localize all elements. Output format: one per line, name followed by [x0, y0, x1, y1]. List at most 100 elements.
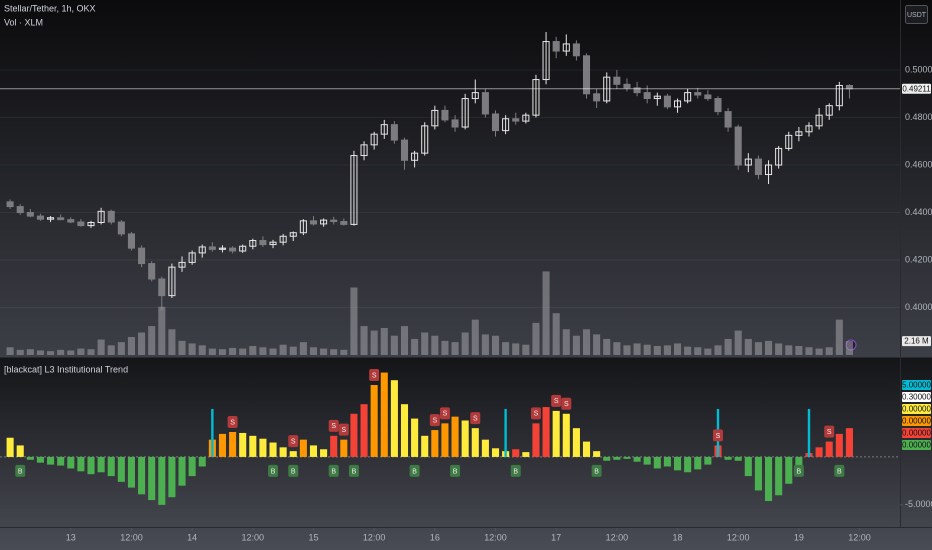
- value-chip-label: 0.00000: [902, 429, 931, 438]
- bar: [623, 456, 631, 459]
- bar: [724, 338, 732, 355]
- buy-marker: [834, 464, 845, 477]
- candle-body: [471, 92, 479, 100]
- bar: [198, 345, 206, 355]
- bar: [613, 342, 621, 355]
- candle-body: [117, 221, 125, 235]
- candle-body: [542, 41, 550, 81]
- value-chip-label: 0.30000: [902, 393, 931, 402]
- bar: [825, 441, 833, 457]
- sell-marker: [551, 394, 562, 407]
- bar: [663, 456, 671, 467]
- candle-body: [431, 109, 439, 127]
- bar: [370, 385, 378, 457]
- candle-body: [562, 43, 570, 52]
- candle-body: [360, 144, 368, 157]
- buy-marker-label: B: [594, 468, 599, 475]
- bar: [593, 334, 601, 355]
- bar: [694, 456, 702, 470]
- bar: [87, 456, 95, 475]
- bar: [340, 439, 348, 457]
- bar: [158, 456, 166, 505]
- sell-marker: [429, 414, 440, 427]
- value-chip-label: 5.00000: [902, 381, 931, 390]
- bar: [775, 456, 783, 496]
- value-chip-label: 0.49211: [902, 84, 931, 93]
- bar: [168, 456, 176, 498]
- candle-body: [229, 247, 237, 252]
- candle-body: [461, 98, 469, 128]
- buy-marker: [268, 464, 279, 477]
- candle-body: [502, 118, 510, 132]
- buy-marker-label: B: [837, 468, 842, 475]
- price-panel: [0, 0, 932, 357]
- value-chip: [902, 336, 931, 347]
- bar: [603, 456, 611, 461]
- currency-label[interactable]: USDT: [907, 12, 927, 19]
- bar: [491, 448, 500, 457]
- bar: [542, 271, 550, 355]
- bar: [714, 345, 722, 355]
- bar: [57, 456, 65, 466]
- value-chip: [902, 428, 931, 438]
- candle-body: [835, 84, 843, 107]
- bar: [653, 456, 661, 469]
- buy-marker-label: B: [352, 468, 357, 475]
- bar: [390, 335, 398, 355]
- currency-button[interactable]: [905, 5, 928, 24]
- bar: [178, 340, 186, 355]
- bar: [845, 341, 853, 355]
- value-chip-label: 2.16 M: [904, 337, 929, 346]
- candle-body: [572, 43, 580, 57]
- bar: [724, 456, 732, 460]
- bar: [411, 338, 419, 355]
- candle-body: [57, 217, 65, 221]
- value-chip: [902, 404, 931, 414]
- bar: [785, 456, 793, 484]
- bar: [148, 456, 156, 501]
- bar: [835, 433, 843, 457]
- sell-marker: [712, 429, 723, 442]
- buy-marker: [328, 464, 339, 477]
- sell-marker: [824, 425, 835, 438]
- candle-body: [512, 118, 520, 122]
- candle-body: [6, 201, 14, 208]
- bar: [158, 306, 166, 355]
- bar: [218, 433, 227, 457]
- candle-body: [148, 263, 156, 280]
- x-tick-label: 12:00: [363, 532, 386, 542]
- candle-body: [269, 241, 277, 246]
- x-tick-label: 16: [430, 532, 440, 542]
- bar: [461, 332, 469, 355]
- bar: [481, 439, 489, 457]
- bar: [795, 346, 803, 355]
- bar: [684, 346, 692, 355]
- bar: [765, 456, 773, 502]
- buy-marker: [15, 464, 26, 477]
- bar: [309, 445, 318, 457]
- bar: [643, 456, 651, 465]
- bar: [269, 348, 277, 355]
- bar: [633, 343, 641, 355]
- bar: [380, 372, 388, 457]
- candle-body: [16, 206, 24, 214]
- sell-marker: [561, 397, 572, 410]
- symbol-title: Stellar/Tether, 1h, OKX: [4, 3, 96, 13]
- bar: [542, 407, 550, 457]
- bar: [67, 350, 75, 355]
- bar: [613, 456, 621, 460]
- bar: [572, 335, 580, 355]
- buy-marker-label: B: [271, 468, 276, 475]
- x-tick-label: 12:00: [727, 532, 750, 542]
- bar: [673, 456, 682, 471]
- bar: [653, 346, 661, 355]
- bar: [57, 349, 65, 355]
- signal-bar: [807, 408, 811, 457]
- bar: [512, 449, 520, 457]
- candle-body: [643, 92, 651, 100]
- bar: [734, 330, 742, 355]
- buy-marker: [288, 464, 299, 477]
- bar: [36, 456, 44, 463]
